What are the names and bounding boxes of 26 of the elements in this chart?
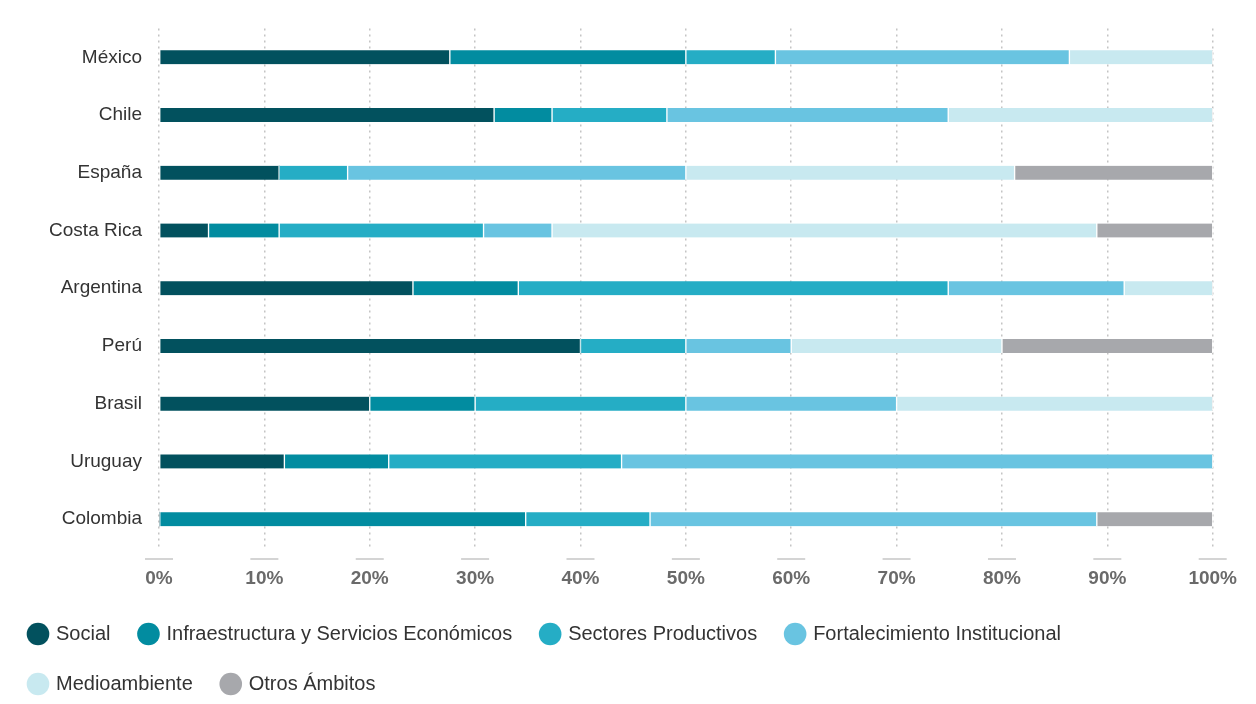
y-tick-label: Brasil	[94, 391, 142, 413]
y-tick-label: Costa Rica	[49, 218, 143, 240]
legend-label: Otros Ámbitos	[248, 671, 376, 694]
legend-label: Sectores Productivos	[568, 621, 758, 644]
x-tick-label: 100%	[1188, 566, 1238, 588]
x-tick-label: 10%	[245, 566, 284, 588]
legend-label: Social	[56, 621, 111, 644]
y-tick-label: España	[77, 160, 143, 182]
x-tick-label: 0%	[145, 566, 173, 588]
y-tick-label: Chile	[98, 103, 142, 125]
y-tick-label: Colombia	[61, 507, 143, 529]
legend-label: Fortalecimiento Institucional	[813, 621, 1062, 644]
x-tick-label: 30%	[456, 566, 495, 588]
legend-label: Medioambiente	[56, 671, 193, 694]
x-tick-label: 60%	[772, 566, 811, 588]
legend-label: Infraestructura y Servicios Económicos	[166, 621, 513, 644]
y-tick-label: México	[81, 45, 142, 67]
x-tick-label: 80%	[982, 566, 1022, 588]
y-tick-label: Perú	[101, 334, 142, 356]
x-tick-label: 50%	[666, 566, 705, 588]
y-tick-label: Argentina	[60, 276, 143, 298]
x-tick-label: 20%	[350, 566, 389, 588]
x-tick-label: 70%	[877, 566, 916, 588]
x-tick-label: 40%	[561, 566, 600, 588]
x-tick-label: 90%	[1088, 566, 1127, 588]
y-tick-label: Uruguay	[70, 449, 143, 471]
